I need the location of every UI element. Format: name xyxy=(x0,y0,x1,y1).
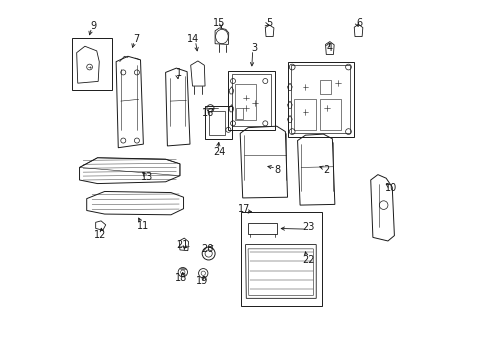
Bar xyxy=(241,212,321,306)
Text: 9: 9 xyxy=(90,21,97,31)
Text: 16: 16 xyxy=(202,108,214,118)
Text: 6: 6 xyxy=(355,18,362,28)
Bar xyxy=(293,99,315,130)
Text: 19: 19 xyxy=(196,276,208,286)
Text: 21: 21 xyxy=(176,240,189,250)
Bar xyxy=(231,74,270,126)
Text: 3: 3 xyxy=(251,43,257,53)
Bar xyxy=(72,39,112,90)
Bar xyxy=(287,62,353,137)
Text: 4: 4 xyxy=(326,43,332,53)
Text: 2: 2 xyxy=(323,165,329,175)
Text: 22: 22 xyxy=(302,255,314,265)
Bar xyxy=(208,111,224,135)
Bar xyxy=(319,99,341,130)
Text: 10: 10 xyxy=(384,183,396,193)
Text: 15: 15 xyxy=(213,18,225,28)
Bar xyxy=(319,80,330,94)
Text: 14: 14 xyxy=(187,34,199,44)
Bar xyxy=(228,71,274,130)
Text: 12: 12 xyxy=(94,230,106,239)
Text: 20: 20 xyxy=(202,244,214,254)
Text: 13: 13 xyxy=(141,172,153,182)
Text: 17: 17 xyxy=(237,204,249,215)
Bar xyxy=(234,84,256,120)
Text: 5: 5 xyxy=(266,18,272,28)
Bar xyxy=(235,108,243,119)
Text: 23: 23 xyxy=(302,222,314,232)
Bar xyxy=(247,223,276,234)
Text: 1: 1 xyxy=(176,68,182,78)
Bar xyxy=(290,65,349,134)
Text: 7: 7 xyxy=(133,34,139,44)
Text: 8: 8 xyxy=(274,165,280,175)
Text: 18: 18 xyxy=(175,273,187,283)
Bar xyxy=(204,107,231,139)
Text: 24: 24 xyxy=(213,147,225,157)
Text: 11: 11 xyxy=(137,221,149,230)
